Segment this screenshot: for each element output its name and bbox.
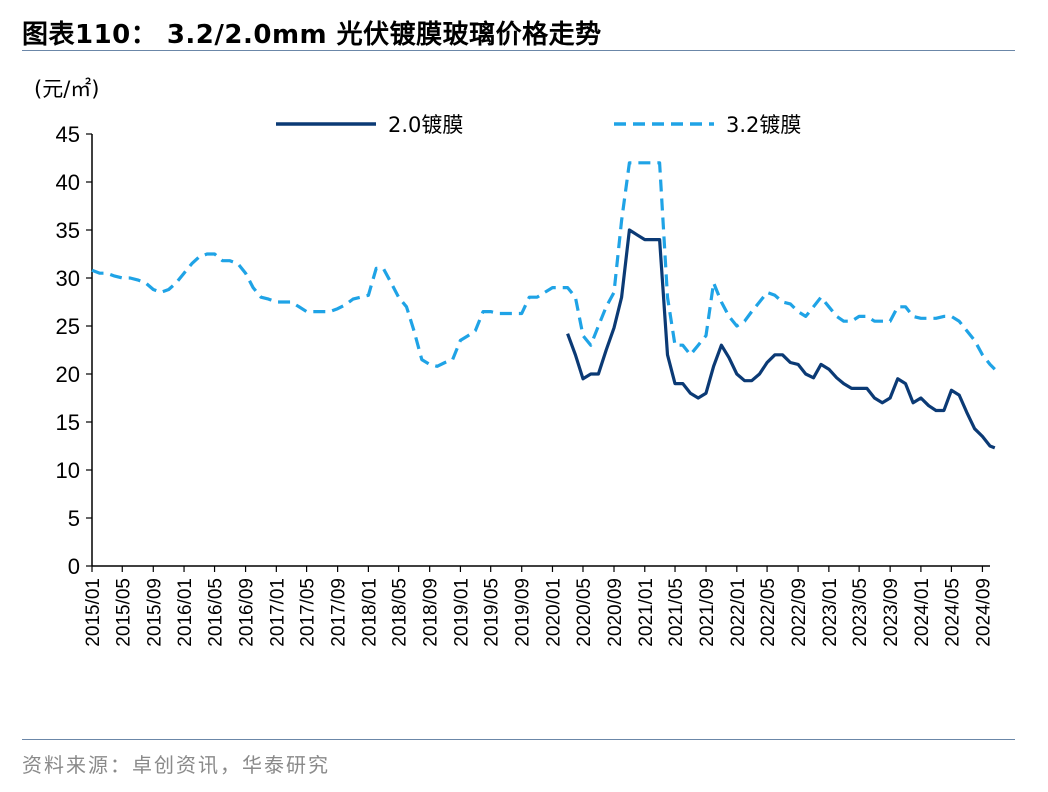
x-tick-label: 2020/09 — [605, 578, 626, 647]
x-tick-label: 2019/01 — [451, 578, 472, 647]
x-tick-label: 2016/09 — [237, 578, 258, 647]
x-axis: 2015/01 2015/05 2015/09 2016/01 2016/05 2016/… — [83, 565, 994, 647]
x-tick-label: 2022/01 — [728, 578, 749, 647]
legend: 2.0镀膜 3.2镀膜 — [276, 113, 801, 137]
source-divider — [22, 739, 1015, 740]
title-divider — [22, 50, 1015, 51]
x-tick-label: 2022/05 — [758, 578, 779, 647]
x-tick-label: 2023/05 — [850, 578, 871, 647]
x-tick-label: 2016/01 — [175, 578, 196, 647]
y-tick-label: 25 — [56, 314, 80, 339]
series-line-2-0 — [566, 228, 996, 450]
x-tick-label: 2024/01 — [912, 578, 933, 647]
y-tick-label: 5 — [68, 506, 80, 531]
x-tick-label: 2018/05 — [390, 578, 411, 647]
x-tick-label: 2017/05 — [298, 578, 319, 647]
legend-label-2-0: 2.0镀膜 — [388, 113, 463, 137]
y-axis-unit-label: (元/㎡) — [34, 77, 99, 101]
x-tick-label: 2021/09 — [697, 578, 718, 647]
x-tick-label: 2021/01 — [636, 578, 657, 647]
x-tick-label: 2018/09 — [421, 578, 442, 647]
x-tick-label: 2017/09 — [329, 578, 350, 647]
x-tick-label: 2022/09 — [789, 578, 810, 647]
series-layer — [91, 161, 996, 450]
x-tick-label: 2023/09 — [881, 578, 902, 647]
y-tick-label: 15 — [56, 410, 80, 435]
y-tick-label: 30 — [56, 266, 80, 291]
source-note: 资料来源：卓创资讯，华泰研究 — [22, 753, 330, 777]
series-line-3-2 — [91, 161, 996, 371]
x-tick-label: 2015/05 — [113, 578, 134, 647]
x-tick-label: 2016/05 — [206, 578, 227, 647]
x-tick-label: 2019/05 — [482, 578, 503, 647]
x-tick-label: 2020/01 — [543, 578, 564, 647]
x-tick-label: 2024/05 — [942, 578, 963, 647]
y-axis: 0 5 10 15 20 25 30 35 40 45 — [56, 122, 93, 579]
chart-title: 图表110： 3.2/2.0mm 光伏镀膜玻璃价格走势 — [22, 20, 602, 50]
y-tick-label: 10 — [56, 458, 80, 483]
y-tick-label: 20 — [56, 362, 80, 387]
y-tick-label: 40 — [56, 170, 80, 195]
x-tick-label: 2019/09 — [513, 578, 534, 647]
x-tick-label: 2015/09 — [144, 578, 165, 647]
y-tick-label: 45 — [56, 122, 80, 147]
y-tick-label: 0 — [68, 554, 80, 579]
x-tick-label: 2017/01 — [267, 578, 288, 647]
x-tick-label: 2015/01 — [83, 578, 104, 647]
legend-label-3-2: 3.2镀膜 — [726, 113, 801, 137]
x-tick-label: 2024/09 — [973, 578, 994, 647]
x-tick-label: 2023/01 — [820, 578, 841, 647]
y-tick-label: 35 — [56, 218, 80, 243]
x-tick-label: 2021/05 — [666, 578, 687, 647]
x-tick-label: 2020/05 — [574, 578, 595, 647]
x-tick-label: 2018/01 — [359, 578, 380, 647]
